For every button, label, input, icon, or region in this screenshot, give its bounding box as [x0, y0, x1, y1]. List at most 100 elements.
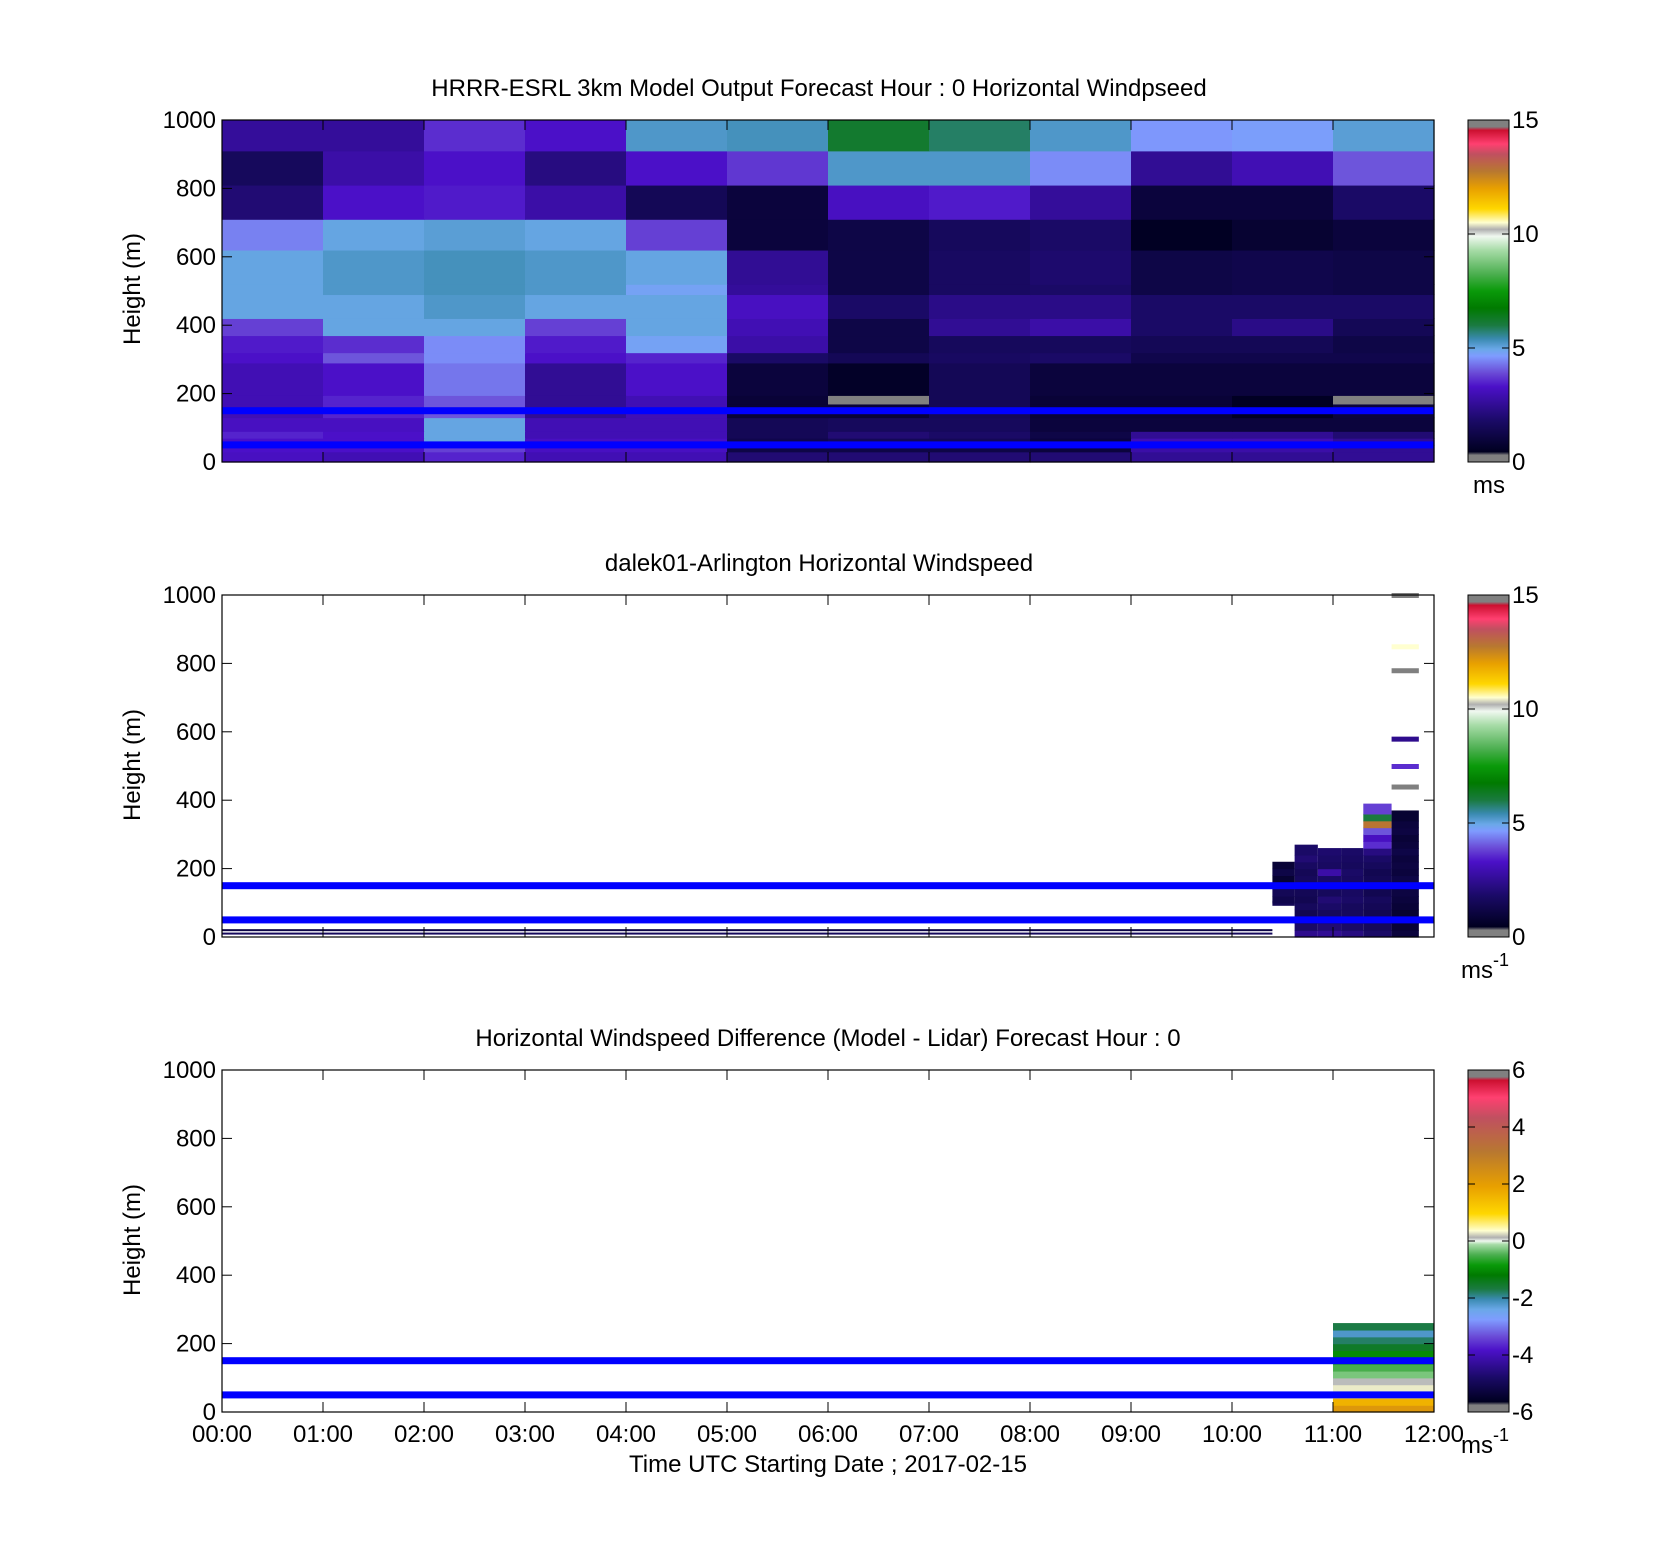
heatmap-cell: [1232, 249, 1334, 285]
heatmap-cell: [1333, 120, 1435, 152]
x-tick-label: 01:00: [293, 1421, 353, 1448]
heatmap-cell: [222, 150, 324, 186]
heatmap-cell: [828, 150, 930, 186]
heatmap-cell: [525, 352, 627, 364]
heatmap-cell: [525, 184, 627, 220]
heatmap-cell: [828, 451, 930, 463]
heatmap-cell: [626, 362, 728, 396]
range-gate: [1341, 930, 1364, 938]
heatmap-cell: [1232, 395, 1334, 405]
heatmap-cell: [525, 284, 627, 296]
heatmap-cell: [1232, 335, 1334, 354]
heatmap-cell: [424, 444, 526, 453]
heatmap-cell: [828, 120, 930, 152]
x-tick-label: 00:00: [192, 1421, 252, 1448]
heatmap-cell: [222, 395, 324, 405]
heatmap-cell: [1030, 444, 1132, 453]
heatmap-cell: [1333, 150, 1435, 186]
range-gate: [1341, 902, 1364, 911]
y-tick-label: 1000: [163, 1057, 216, 1084]
y-tick-label: 0: [203, 1399, 216, 1426]
colorbar-tick-label: 4: [1512, 1114, 1525, 1141]
range-gate: [1363, 868, 1392, 877]
range-gate: [1341, 854, 1364, 863]
heatmap-cell: [1333, 219, 1435, 251]
heatmap-cell: [1333, 294, 1435, 319]
heatmap-cell: [929, 451, 1031, 463]
y-tick-label: 0: [203, 924, 216, 951]
heatmap-cell: [626, 395, 728, 405]
lidar-colorbar-unit-base: ms: [1461, 957, 1493, 984]
heatmap-cell: [929, 417, 1031, 432]
heatmap-cell: [323, 284, 425, 296]
heatmap-cell: [1030, 219, 1132, 251]
heatmap-cell: [1333, 352, 1435, 364]
heatmap-cell: [929, 284, 1031, 296]
heatmap-cell: [1030, 352, 1132, 364]
heatmap-cell: [1232, 352, 1334, 364]
y-tick-label: 200: [176, 381, 216, 408]
heatmap-cell: [222, 335, 324, 354]
heatmap-cell: [1131, 352, 1233, 364]
heatmap-cell: [727, 335, 829, 354]
colorbar-tick-label: 2: [1512, 1171, 1525, 1198]
heatmap-cell: [727, 249, 829, 285]
heatmap-cell: [727, 395, 829, 405]
heatmap-cell: [1232, 284, 1334, 296]
range-gate: [1341, 848, 1364, 856]
heatmap-cell: [1333, 431, 1435, 439]
lidar-panel-ylabel: Height (m): [119, 709, 146, 821]
heatmap-cell: [1131, 120, 1233, 152]
heatmap-cell: [1131, 150, 1233, 186]
heatmap-cell: [626, 451, 728, 463]
x-tick-label: 12:00: [1404, 1421, 1464, 1448]
range-gate: [1341, 895, 1364, 904]
heatmap-cell: [222, 294, 324, 319]
heatmap-cell: [929, 249, 1031, 285]
range-gate: [1333, 1329, 1434, 1338]
heatmap-cell: [727, 352, 829, 364]
range-gate: [1333, 1370, 1434, 1379]
heatmap-cell: [1131, 335, 1233, 354]
model-windspeed-panel: HRRR-ESRL 3km Model Output Forecast Hour…: [119, 75, 1539, 499]
range-gate: [1391, 861, 1419, 870]
heatmap-cell: [626, 284, 728, 296]
range-gate: [1272, 889, 1295, 897]
difference-plot-area: 0 200 400 600 800 1000 00:00 01:00 02:00 03:00 04:…: [163, 1057, 1464, 1448]
range-gate: [1391, 820, 1419, 829]
range-gate: [1272, 895, 1295, 904]
range-gate: [1391, 841, 1419, 849]
range-gate: [1391, 810, 1419, 822]
heatmap-cell: [1333, 451, 1435, 463]
heatmap-cell: [1232, 120, 1334, 152]
height-marker-line: [222, 1391, 1434, 1399]
lidar-colorbar: 0 5 10 15: [1467, 582, 1539, 951]
heatmap-cell: [929, 352, 1031, 364]
heatmap-cell: [1333, 335, 1435, 354]
lidar-windspeed-panel: dalek01-Arlington Horizontal Windspeed H…: [119, 550, 1539, 984]
heatmap-cell: [1030, 184, 1132, 220]
range-gate: [1391, 909, 1419, 918]
heatmap-cell: [323, 417, 425, 432]
y-tick-label: 0: [203, 449, 216, 476]
y-tick-label: 400: [176, 1262, 216, 1289]
heatmap-cell: [1131, 318, 1233, 337]
x-tick-label: 07:00: [899, 1421, 959, 1448]
heatmap-cell: [727, 120, 829, 152]
heatmap-cell: [929, 150, 1031, 186]
heatmap-cell: [525, 431, 627, 439]
model-panel-title: HRRR-ESRL 3km Model Output Forecast Hour…: [431, 75, 1206, 102]
heatmap-cell: [1232, 444, 1334, 453]
height-marker-line: [222, 441, 1434, 449]
heatmap-cell: [626, 219, 728, 251]
range-gate: [1363, 909, 1392, 918]
heatmap-cell: [323, 335, 425, 354]
range-gate: [1391, 834, 1419, 842]
range-gate: [1363, 895, 1392, 904]
range-gate: [1317, 854, 1342, 863]
lidar-plot-area: 0 200 400 600 800 1000: [163, 582, 1435, 951]
height-marker-line: [222, 882, 1434, 890]
heatmap-cell: [828, 184, 930, 220]
heatmap-cell: [525, 120, 627, 152]
heatmap-cell: [1030, 284, 1132, 296]
